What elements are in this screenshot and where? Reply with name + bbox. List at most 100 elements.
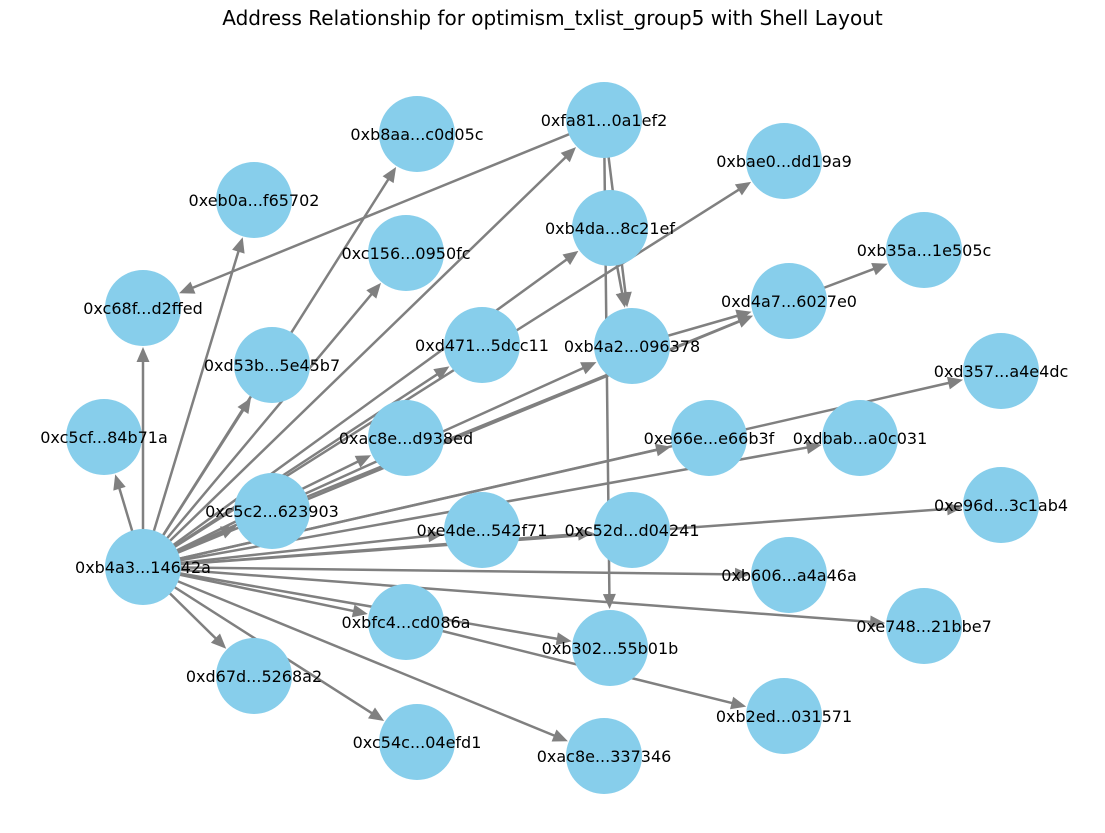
arrowhead [232,237,245,254]
node-label-d53b: 0xd53b...5e45b7 [204,356,340,375]
node-label-c5cf: 0xc5cf...84b71a [40,428,168,447]
node-d67d [216,638,292,714]
arrowhead [219,526,237,539]
arrowhead [946,502,963,516]
node-label-eb0a: 0xeb0a...f65702 [189,191,320,210]
node-c54c [379,704,455,780]
arrowhead [366,282,381,299]
node-label-c68f: 0xc68f...d2ffed [83,299,203,318]
node-label-ac8ed: 0xac8e...d938ed [339,429,473,448]
node-label-e748: 0xe748...21bbe7 [856,617,992,636]
arrowhead [136,347,150,362]
arrowhead [382,167,397,184]
node-b35a [886,212,962,288]
node-c5c2 [234,473,310,549]
node-b4a2 [594,308,670,384]
node-label-ac8e3: 0xac8e...337346 [537,747,672,766]
edge-hub-c156 [141,282,381,569]
node-label-dbab: 0xdbab...a0c031 [793,429,928,448]
arrowhead [368,707,385,721]
node-ac8ed [368,400,444,476]
node-label-c54c: 0xc54c...04efd1 [353,733,482,752]
node-ac8e3 [566,718,642,794]
node-label-c52d: 0xc52d...d04241 [565,521,700,540]
edge-hub-e96d [141,502,963,569]
edge-hub-ac8e3 [141,565,568,742]
edge-bfc4-b2ed [404,620,747,710]
arrowhead [433,366,450,380]
node-c52d [594,492,670,568]
node-b2ed [746,678,822,754]
node-e748 [886,588,962,664]
labels-layer: 0xb4a3...14642a 0xc5cf...84b71a 0xc68f...d… [40,111,1068,766]
edge-hub-e4de [141,529,444,569]
arrowhead [113,474,126,491]
node-c156 [368,215,444,291]
chart-title: Address Relationship for optimism_txlist… [222,6,883,30]
node-label-b4a2: 0xb4a2...096378 [564,337,700,356]
node-b4da [572,190,648,266]
node-dbab [822,400,898,476]
node-label-b302: 0xb302...55b01b [542,639,679,658]
edge-hub-b302 [141,565,572,646]
node-label-hub: 0xb4a3...14642a [75,558,211,577]
node-hub [105,529,181,605]
node-label-b8aa: 0xb8aa...c0d05c [350,125,483,144]
node-d471 [444,307,520,383]
node-e4de [444,492,520,568]
arrowhead [730,696,747,710]
node-label-e66e: 0xe66e...e66b3f [644,429,775,448]
arrowhead [805,441,822,454]
node-c68f [105,270,181,346]
node-d4a7 [751,263,827,339]
node-fa81 [566,82,642,158]
node-e66e [671,400,747,476]
node-label-fa81: 0xfa81...0a1ef2 [541,111,668,130]
node-b606 [751,537,827,613]
node-label-b4da: 0xb4da...8c21ef [545,219,675,238]
nodes-layer [66,82,1039,794]
arrowhead [237,397,251,414]
arrowhead [210,633,227,649]
node-b8aa [379,96,455,172]
edge-hub-e748 [141,565,886,629]
arrowhead [734,567,750,581]
edge-hub-fa81 [141,147,576,569]
arrowhead [736,315,753,328]
edge-hub-e66e [141,443,671,569]
node-label-e96d: 0xe96d...3c1ab4 [934,496,1068,515]
node-label-c5c2: 0xc5c2...623903 [205,502,339,521]
arrowhead [871,263,888,276]
node-label-e4de: 0xe4de...542f71 [417,521,548,540]
arrowhead [734,181,752,196]
node-d53b [234,327,310,403]
node-bae0 [746,123,822,199]
arrowhead [351,604,368,618]
node-b302 [572,610,648,686]
node-label-b35a: 0xb35a...1e505c [857,241,992,260]
node-c5cf [66,399,142,475]
edge-fa81-c68f [179,118,606,294]
arrowhead [654,443,671,457]
node-label-d67d: 0xd67d...5268a2 [186,667,322,686]
node-label-bfc4: 0xbfc4...cd086a [342,613,471,632]
node-bfc4 [368,584,444,660]
node-label-b2ed: 0xb2ed...031571 [716,707,852,726]
node-label-b606: 0xb606...a4a46a [721,566,857,585]
node-label-c156: 0xc156...0950fc [341,244,470,263]
arrowhead [869,615,886,629]
arrowhead [551,729,568,742]
node-label-d471: 0xd471...5dcc11 [415,336,549,355]
arrowhead [562,250,579,265]
arrowhead [427,529,444,543]
arrowhead [615,291,629,308]
arrowhead [354,455,371,468]
arrowhead [179,281,196,294]
edge-hub-eb0a [141,237,245,569]
arrowhead [602,593,616,609]
node-label-d4a7: 0xd4a7...6027e0 [721,292,857,311]
arrowhead [560,147,576,163]
arrowhead [946,376,963,390]
node-e96d [963,467,1039,543]
